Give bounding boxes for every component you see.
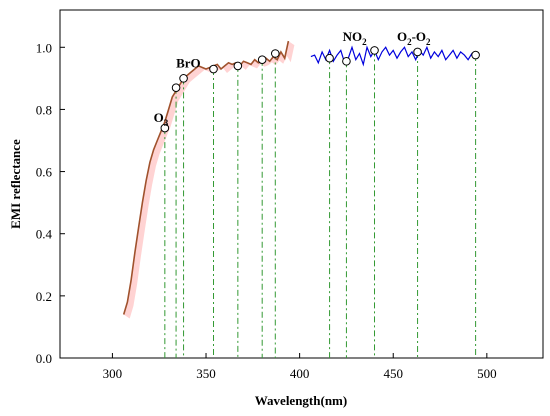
plot-frame bbox=[59, 9, 544, 359]
x-tick-label-2: 400 bbox=[290, 366, 310, 381]
x-tick-label-3: 450 bbox=[383, 366, 403, 381]
x-tick-label-4: 500 bbox=[477, 366, 497, 381]
y-axis-title: EMI reflectance bbox=[8, 139, 23, 229]
marker-point-6 bbox=[270, 49, 280, 58]
marker-point-7 bbox=[325, 53, 334, 63]
uv-series-band bbox=[123, 41, 295, 319]
marker-point-11 bbox=[471, 50, 480, 60]
annotation-2: NO2 bbox=[343, 29, 368, 47]
y-tick-label-2: 0.4 bbox=[36, 227, 53, 242]
annotation-3: O2-O2 bbox=[397, 29, 431, 47]
marker-point-2 bbox=[179, 74, 188, 83]
marker-point-0 bbox=[160, 123, 170, 133]
series-line-1 bbox=[310, 45, 480, 67]
y-tick-label-4: 0.8 bbox=[36, 102, 52, 117]
marker-point-10 bbox=[413, 47, 422, 57]
marker-point-3 bbox=[209, 64, 218, 74]
y-tick-label-1: 0.2 bbox=[36, 289, 52, 304]
y-tick-label-3: 0.6 bbox=[36, 165, 53, 180]
marker-point-1 bbox=[171, 83, 181, 92]
annotation-1: BrO bbox=[176, 55, 201, 70]
annotation-0: O3 bbox=[154, 110, 169, 128]
marker-point-9 bbox=[370, 46, 379, 55]
y-tick-label-5: 1.0 bbox=[36, 40, 52, 55]
marker-point-5 bbox=[257, 55, 267, 65]
y-tick-label-0: 0.0 bbox=[36, 351, 52, 366]
x-tick-label-1: 350 bbox=[196, 366, 216, 381]
x-tick-label-0: 300 bbox=[103, 366, 123, 381]
marker-point-4 bbox=[233, 61, 243, 71]
marker-point-8 bbox=[342, 56, 351, 66]
x-axis-title: Wavelength(nm) bbox=[255, 393, 347, 408]
